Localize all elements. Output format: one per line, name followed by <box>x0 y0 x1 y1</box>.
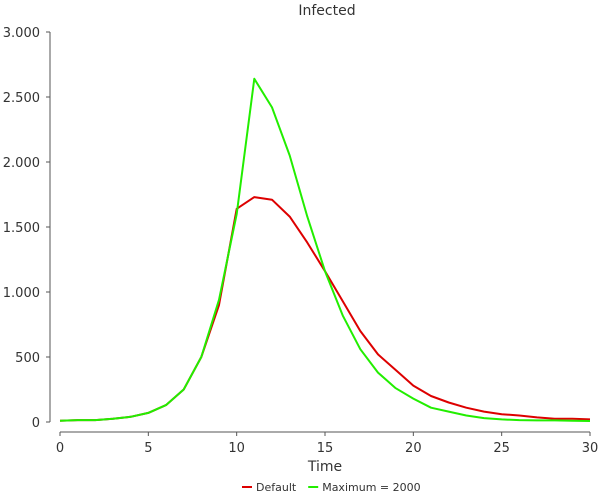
series-lines <box>59 77 591 422</box>
y-tick-label: 3.000 <box>3 26 40 41</box>
x-tick-label: 20 <box>405 441 422 456</box>
x-ticks: 0 5 10 15 20 25 30 <box>56 432 598 456</box>
y-tick-label: 2.500 <box>3 91 40 106</box>
y-tick-label: 0 <box>32 416 40 431</box>
legend-label-0: Default <box>256 481 297 494</box>
x-tick-label: 10 <box>228 441 245 456</box>
x-axis-label: Time <box>307 459 342 475</box>
x-tick-label: 0 <box>56 441 64 456</box>
chart-title: Infected <box>298 3 355 19</box>
x-tick-label: 15 <box>317 441 334 456</box>
axes <box>49 32 590 433</box>
y-ticks: 0 500 1.000 1.500 2.000 2.500 3.000 <box>3 26 50 431</box>
legend: Default Maximum = 2000 <box>242 481 421 494</box>
y-tick-label: 2.000 <box>3 156 40 171</box>
legend-label-1: Maximum = 2000 <box>322 481 420 494</box>
series-line-0 <box>59 196 591 422</box>
y-tick-label: 1.500 <box>3 221 40 236</box>
x-tick-label: 5 <box>144 441 152 456</box>
x-tick-label: 25 <box>493 441 510 456</box>
y-tick-label: 500 <box>15 351 40 366</box>
x-tick-label: 30 <box>582 441 599 456</box>
y-tick-label: 1.000 <box>3 286 40 301</box>
series-line-1 <box>59 77 591 422</box>
